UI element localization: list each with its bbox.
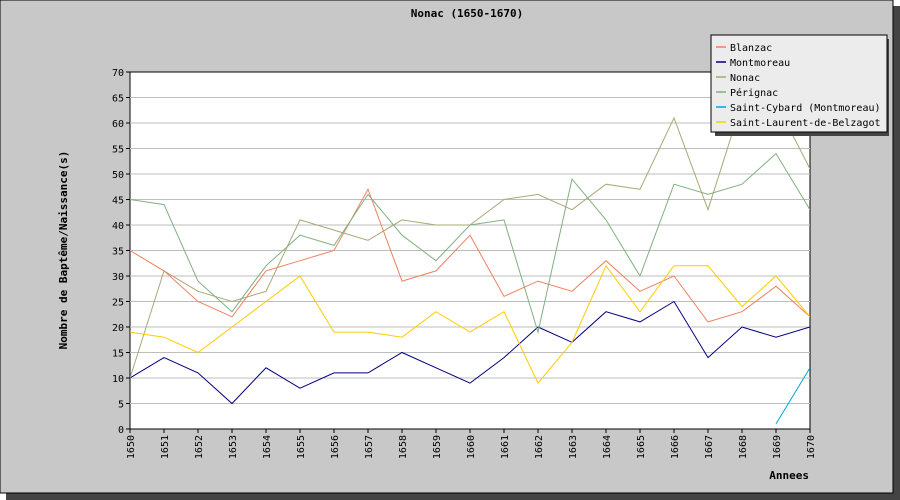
series-line-saint-laurent-de-belzagot [130,264,810,385]
x-tick-label: 1661 [500,435,511,459]
y-tick-label: 60 [112,119,124,130]
y-tick-label: 10 [112,374,124,385]
x-tick-label: 1650 [126,435,137,459]
y-tick-label: 0 [118,425,124,436]
x-tick-label: 1664 [602,435,613,459]
y-axis-label: Nombre de Baptême/Naissance(s) [57,151,70,350]
x-tick-label: 1653 [228,435,239,459]
legend-label: Blanzac [730,43,772,54]
y-tick-label: 30 [112,272,124,283]
x-tick-label: 1654 [262,435,273,459]
x-tick-label: 1669 [772,435,783,459]
y-tick-label: 5 [118,400,124,411]
legend-box [710,34,888,133]
x-tick-label: 1666 [670,435,681,459]
x-tick-label: 1667 [704,435,715,459]
x-tick-label: 1659 [432,435,443,459]
y-tick-label: 45 [112,196,124,207]
x-tick-label: 1655 [296,435,307,459]
series-line-saint-cybard-montmoreau [775,367,810,425]
y-axis-ticks: 0 5 10 15 20 25 30 35 40 45 50 55 60 65 70 [112,68,130,436]
series-line-perignac [130,152,810,335]
y-tick-label: 25 [112,298,124,309]
y-tick-label: 65 [112,94,124,105]
y-tick-label: 70 [112,68,124,79]
y-tick-label: 35 [112,247,124,258]
x-tick-label: 1663 [568,435,579,459]
legend-label: Pérignac [730,87,778,99]
x-tick-label: 1668 [738,435,749,459]
x-tick-label: 1665 [636,435,647,459]
legend-label: Saint-Cybard (Montmoreau) [730,103,881,114]
y-tick-label: 20 [112,323,124,334]
y-tick-label: 40 [112,221,124,232]
x-tick-label: 1670 [806,435,817,459]
gridlines [130,97,810,404]
x-axis-ticks: 1650 1651 1652 1653 1654 1655 1656 1657 1658 1659… [126,429,817,459]
x-axis-label: Annees [769,469,809,482]
series-line-blanzac [130,188,810,323]
y-tick-label: 15 [112,349,124,360]
series-line-montmoreau [130,300,810,405]
x-tick-label: 1658 [398,435,409,459]
x-tick-label: 1652 [194,435,205,459]
y-tick-label: 55 [112,145,124,156]
x-tick-label: 1657 [364,435,375,459]
legend-label: Saint-Laurent-de-Belzagot [730,118,881,129]
legend: Blanzac Montmoreau Nonac Pérignac Saint-Cyba… [710,34,889,136]
legend-label: Montmoreau [730,58,790,69]
x-tick-label: 1660 [466,435,477,459]
x-tick-label: 1651 [160,435,171,459]
y-tick-label: 50 [112,170,124,181]
x-tick-label: 1662 [534,435,545,459]
chart-title: Nonac (1650-1670) [411,7,524,20]
x-tick-label: 1656 [330,435,341,459]
series-lines [130,102,810,425]
legend-label: Nonac [730,73,760,84]
